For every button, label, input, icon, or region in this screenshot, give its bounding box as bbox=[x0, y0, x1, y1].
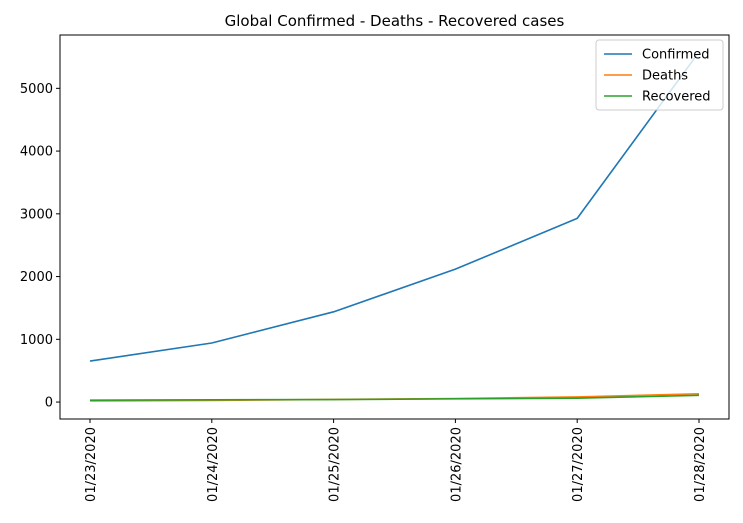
x-tick-label: 01/26/2020 bbox=[449, 427, 464, 502]
y-axis: 0 1000 2000 3000 4000 5000 bbox=[20, 82, 60, 411]
y-tick-label: 1000 bbox=[20, 333, 53, 348]
legend-box bbox=[595, 39, 724, 111]
legend-label: Deaths bbox=[642, 69, 688, 84]
x-tick-label: 01/24/2020 bbox=[206, 427, 221, 502]
x-tick-label: 01/28/2020 bbox=[693, 427, 708, 502]
plot-frame bbox=[59, 34, 730, 420]
chart-title: Global Confirmed - Deaths - Recovered ca… bbox=[225, 12, 565, 30]
series-line-confirmed bbox=[89, 51, 700, 362]
y-tick-label: 0 bbox=[45, 396, 53, 411]
y-tick-label: 2000 bbox=[20, 270, 53, 285]
y-tick-label: 5000 bbox=[20, 82, 53, 97]
series-line-recovered bbox=[89, 394, 700, 401]
legend-label: Recovered bbox=[642, 90, 711, 105]
series-layer bbox=[89, 51, 700, 402]
x-tick-label: 01/25/2020 bbox=[328, 427, 343, 502]
x-tick-label: 01/23/2020 bbox=[84, 427, 99, 502]
x-tick-label: 01/27/2020 bbox=[571, 427, 586, 502]
y-tick-label: 3000 bbox=[20, 207, 53, 222]
y-tick-label: 4000 bbox=[20, 145, 53, 160]
plot-area bbox=[59, 34, 730, 420]
legend-label: Confirmed bbox=[642, 48, 710, 63]
x-axis: 01/23/2020 01/24/2020 01/25/2020 01/26/2020… bbox=[84, 419, 708, 502]
legend: Confirmed Deaths Recovered bbox=[595, 39, 724, 111]
